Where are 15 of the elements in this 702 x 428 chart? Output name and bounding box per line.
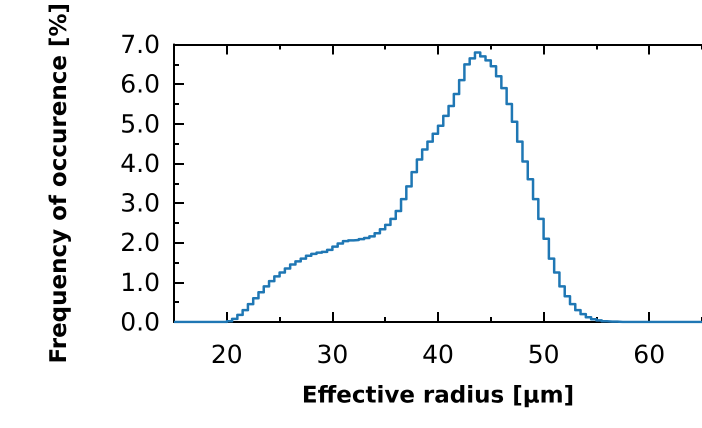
y-tick-label: 3.0 [120,188,160,218]
x-tick-label: 60 [633,340,666,369]
y-axis-title: Frequency of occurence [%] [46,2,72,364]
x-axis-title: Effective radius [μm] [302,382,574,408]
x-tick-label: 30 [316,340,348,369]
x-tick-label: 40 [422,340,454,369]
x-tick-label: 20 [210,340,243,369]
y-tick-label: 6.0 [120,70,160,99]
y-tick-label: 5.0 [120,109,160,138]
y-tick-label: 2.0 [120,228,160,258]
y-tick-label: 7.0 [120,30,160,60]
x-tick-label: 50 [528,340,560,369]
y-tick-label: 4.0 [120,148,160,178]
y-tick-label: 0.0 [120,308,160,336]
y-tick-label: 1.0 [120,268,160,297]
